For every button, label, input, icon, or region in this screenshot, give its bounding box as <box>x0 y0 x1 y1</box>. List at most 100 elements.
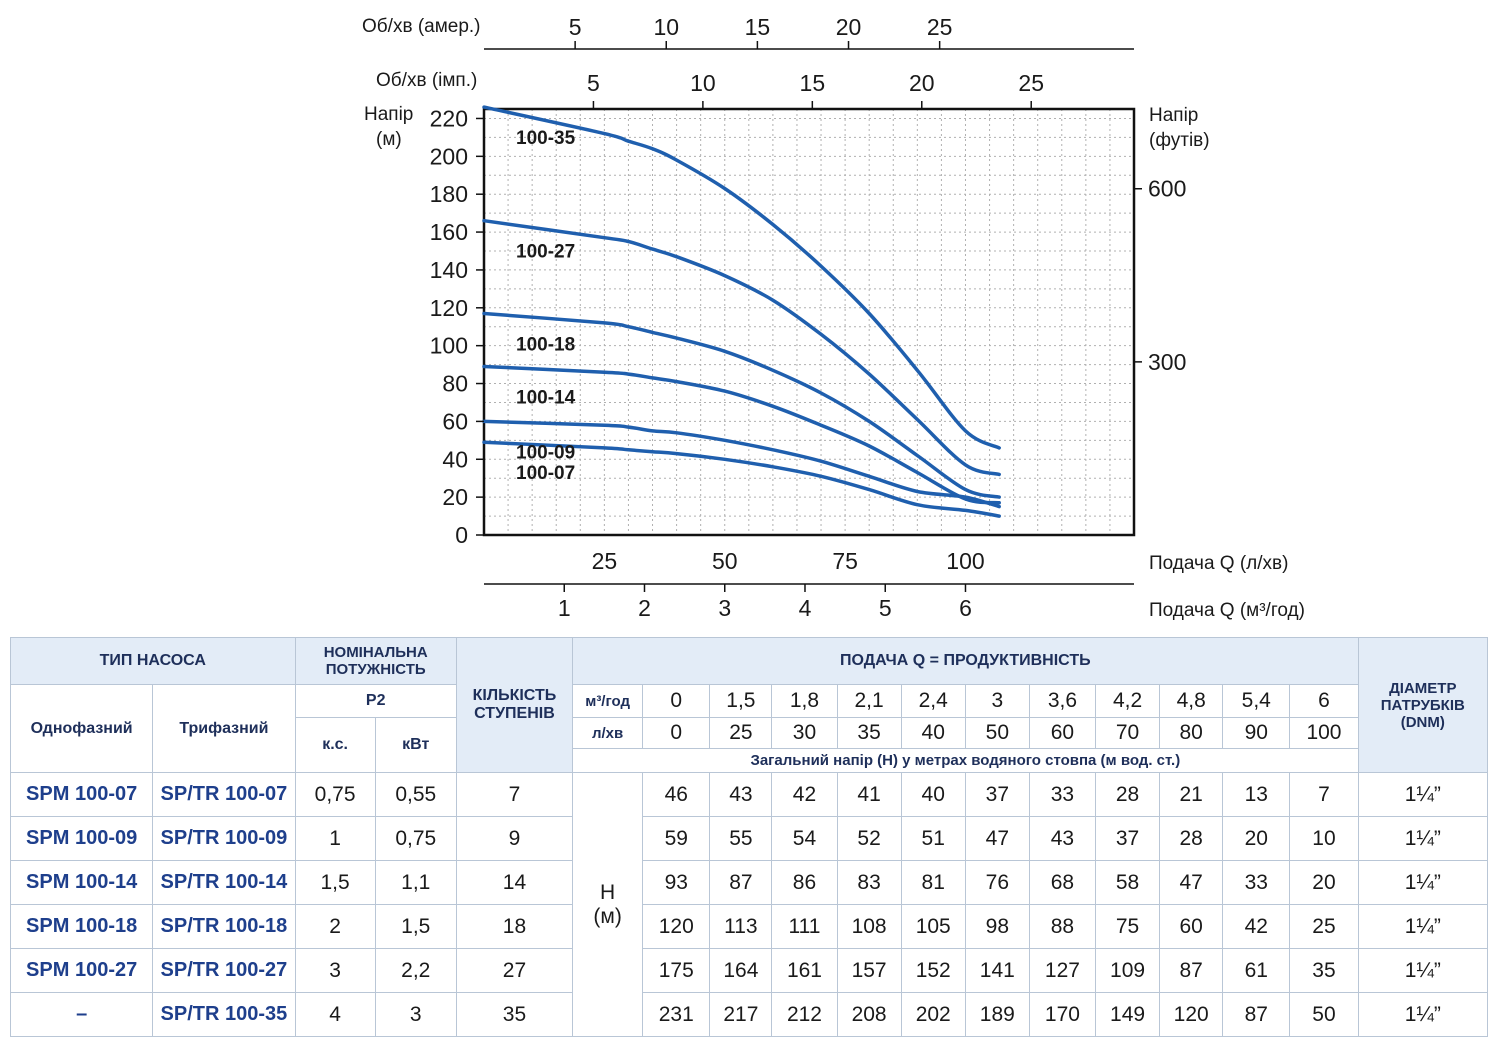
three-phase-model: SP/TR 100-18 <box>152 904 296 949</box>
head-value: 47 <box>964 816 1030 861</box>
x-secondary-tick-label: 2 <box>638 595 651 621</box>
flow-lmin-cell: 25 <box>709 717 773 749</box>
head-value: 111 <box>771 904 838 949</box>
y-right-title-1: Напір <box>1149 105 1198 126</box>
top-axis-2-tick-label: 5 <box>587 70 600 96</box>
stages-count: 9 <box>455 816 574 861</box>
head-value: 76 <box>964 860 1030 905</box>
table-row: SPM 100-09 SP/TR 100-09 1 0,75 9 59 55 54 52 51 47… <box>9 816 1489 861</box>
table-row: – SP/TR 100-35 4 3 35 231 217 212 208 202 189 170 14… <box>9 992 1489 1037</box>
head-value: 46 <box>642 772 711 817</box>
three-phase-model: SP/TR 100-07 <box>152 772 296 817</box>
head-value: 81 <box>900 860 966 905</box>
header-diameter-line2: ПАТРУБКІВ <box>1380 696 1465 714</box>
flow-lmin-cell: 35 <box>836 717 902 749</box>
header-kw: кВт <box>374 717 457 773</box>
top-axis-2-tick-label: 20 <box>909 70 935 96</box>
flow-lmin-cell: 80 <box>1159 717 1224 749</box>
head-value: 87 <box>709 860 773 905</box>
power-hp: 1,5 <box>294 860 376 905</box>
single-phase-model: SPM 100-09 <box>9 816 154 861</box>
outlet-diameter: 1¼” <box>1357 992 1489 1037</box>
header-rated-power-line1: НОМІНАЛЬНА <box>323 644 428 661</box>
single-phase-model: SPM 100-18 <box>9 904 154 949</box>
power-kw: 3 <box>374 992 457 1037</box>
three-phase-model: SP/TR 100-14 <box>152 860 296 905</box>
head-value: 108 <box>836 904 902 949</box>
head-value: 189 <box>964 992 1030 1037</box>
flow-lmin-cell: 0 <box>642 717 711 749</box>
curve-100-35 <box>482 105 1001 450</box>
head-value: 25 <box>1289 904 1359 949</box>
power-hp: 4 <box>294 992 376 1037</box>
flow-lmin-cell: 100 <box>1289 717 1359 749</box>
power-hp: 3 <box>294 948 376 993</box>
head-value: 113 <box>709 904 773 949</box>
head-value: 47 <box>1159 860 1224 905</box>
curve-100-09 <box>482 419 1001 509</box>
flow-m3h-cell: 6 <box>1289 684 1359 718</box>
power-kw: 1,5 <box>374 904 457 949</box>
power-hp: 0,75 <box>294 772 376 817</box>
head-value: 58 <box>1094 860 1161 905</box>
plot-frame <box>482 107 1136 537</box>
head-value: 120 <box>642 904 711 949</box>
head-value: 42 <box>771 772 838 817</box>
y-right-tick-label: 600 <box>1148 176 1186 202</box>
head-value: 13 <box>1222 772 1291 817</box>
head-value: 170 <box>1028 992 1097 1037</box>
header-single-phase: Однофазний <box>9 684 154 773</box>
curve-label-100-35: 100-35 <box>516 128 576 149</box>
grid-lines <box>484 109 1134 535</box>
x-primary-title: Подача Q (л/хв) <box>1149 553 1288 574</box>
flow-m3h-cell: 5,4 <box>1222 684 1291 718</box>
flow-m3h-cell: 3 <box>964 684 1030 718</box>
head-unit-label: Н (м) <box>572 772 644 1037</box>
head-value: 51 <box>900 816 966 861</box>
table-row: SPM 100-07 SP/TR 100-07 0,75 0,55 7 Н (м) 46 43 4… <box>9 772 1489 1037</box>
head-value: 98 <box>964 904 1030 949</box>
top-axis-2-tick-label: 15 <box>800 70 826 96</box>
header-stages: КІЛЬКІСТЬ СТУПЕНІВ <box>455 637 574 773</box>
x-secondary-tick-label: 6 <box>959 595 972 621</box>
head-value: 157 <box>836 948 902 993</box>
power-kw: 1,1 <box>374 860 457 905</box>
curve-100-14 <box>482 364 1001 505</box>
head-value: 120 <box>1159 992 1224 1037</box>
y-left-tick-label: 140 <box>430 257 468 283</box>
curve-100-07 <box>482 440 1001 518</box>
y-left-tick-label: 60 <box>442 408 468 434</box>
top-axis-1-tick-label: 10 <box>653 14 679 40</box>
curve-label-100-18: 100-18 <box>516 334 575 355</box>
head-value: 93 <box>642 860 711 905</box>
head-value: 60 <box>1159 904 1224 949</box>
y-left-tick-label: 100 <box>430 333 468 359</box>
head-value: 217 <box>709 992 773 1037</box>
head-value: 28 <box>1094 772 1161 817</box>
head-value: 161 <box>771 948 838 993</box>
header-flow: ПОДАЧА Q = ПРОДУКТИВНІСТЬ <box>572 637 1359 685</box>
head-unit-symbol: Н <box>600 880 616 904</box>
power-hp: 2 <box>294 904 376 949</box>
y-left-tick-label: 180 <box>430 181 468 207</box>
head-value: 87 <box>1222 992 1291 1037</box>
head-value: 37 <box>964 772 1030 817</box>
flow-m3h-cell: 2,4 <box>900 684 966 718</box>
outlet-diameter: 1¼” <box>1357 816 1489 861</box>
head-value: 141 <box>964 948 1030 993</box>
head-value: 33 <box>1222 860 1291 905</box>
top-axis-1-tick-label: 5 <box>569 14 582 40</box>
three-phase-model: SP/TR 100-09 <box>152 816 296 861</box>
head-value: 55 <box>709 816 773 861</box>
y-right-title-2: (футів) <box>1149 130 1210 151</box>
top-axis-1-tick-label: 25 <box>927 14 953 40</box>
head-value: 37 <box>1094 816 1161 861</box>
top-axis-1-title: Об/хв (амер.) <box>362 16 481 37</box>
head-value: 54 <box>771 816 838 861</box>
y-left-tick-label: 0 <box>455 522 468 548</box>
head-value: 28 <box>1159 816 1224 861</box>
three-phase-model: SP/TR 100-35 <box>152 992 296 1037</box>
y-left-tick-label: 220 <box>430 105 468 131</box>
power-kw: 2,2 <box>374 948 457 993</box>
